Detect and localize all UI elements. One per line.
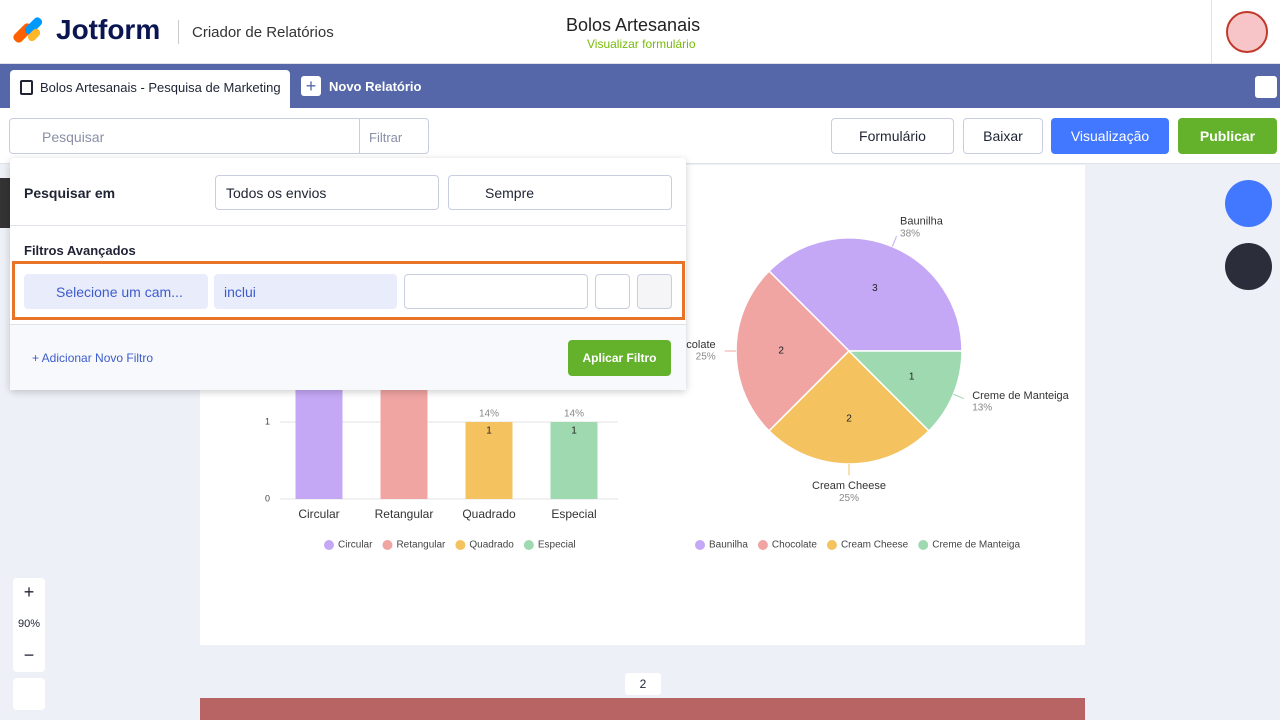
page-number: 2	[625, 673, 661, 695]
y-tick-label: 0	[265, 493, 270, 503]
advanced-filters-label: Filtros Avançados	[24, 243, 136, 258]
toolbar: Pesquisar Filtrar Formulário Baixar Visu…	[0, 108, 1280, 164]
bar-value-label: 1	[486, 426, 492, 437]
slice-value-label: 2	[778, 346, 784, 357]
form-button[interactable]: Formulário	[831, 118, 954, 154]
y-tick-label: 1	[265, 416, 270, 426]
slice-percent-label: 25%	[696, 352, 716, 363]
legend-swatch	[918, 540, 929, 550]
active-tab[interactable]: Bolos Artesanais - Pesquisa de Marketing	[10, 70, 290, 108]
design-button[interactable]	[1225, 180, 1272, 227]
slice-value-label: 1	[909, 372, 915, 383]
pie-slice	[847, 350, 963, 432]
value-input[interactable]	[404, 274, 588, 309]
avatar[interactable]	[1226, 11, 1268, 53]
legend-label: Chocolate	[772, 540, 817, 551]
filter-button[interactable]: Filtrar	[369, 130, 403, 145]
preview-button[interactable]: Visualização	[1051, 118, 1169, 154]
apply-filter[interactable]: Aplicar Filtro	[568, 340, 671, 376]
download-button[interactable]: Baixar	[963, 118, 1043, 154]
bar-percent-label: 14%	[479, 409, 499, 420]
slice-value-label: 2	[846, 413, 852, 424]
next-page	[200, 698, 1085, 720]
highlight-box	[12, 261, 685, 320]
legend-swatch	[382, 540, 393, 550]
x-tick-label: Quadrado	[462, 507, 516, 521]
slice-name-label: Creme de Manteiga	[972, 390, 1069, 402]
add-filter[interactable]: + Adicionar Novo Filtro	[32, 351, 154, 365]
search-box[interactable]: Pesquisar Filtrar	[9, 118, 429, 154]
x-tick-label: Circular	[298, 507, 339, 521]
slice-value-label: 3	[872, 283, 878, 294]
brand: Jotform	[56, 14, 161, 45]
new-report-tab[interactable]: Novo Relatório	[329, 79, 422, 94]
bar-percent-label: 14%	[564, 409, 584, 420]
submissions-select[interactable]: Todos os envios	[215, 175, 439, 210]
search-placeholder: Pesquisar	[42, 129, 105, 145]
legend-swatch	[695, 540, 705, 550]
legend-label: Baunilha	[709, 540, 748, 551]
operator-select[interactable]: inclui	[214, 274, 397, 309]
fullscreen-button[interactable]	[13, 678, 45, 710]
menu-button[interactable]	[1255, 76, 1277, 98]
legend-swatch	[757, 540, 768, 550]
legend-label: Creme de Manteiga	[932, 540, 1020, 551]
slice-percent-label: 13%	[972, 403, 992, 414]
field-select[interactable]: Selecione um cam...	[24, 274, 208, 309]
legend-swatch	[324, 540, 334, 550]
pie-slice	[768, 349, 930, 465]
zoom-out[interactable]: −	[23, 645, 35, 665]
search-in-label: Pesquisar em	[24, 185, 116, 201]
leader-line	[891, 235, 898, 247]
layers-button[interactable]	[1225, 243, 1272, 290]
period-select[interactable]: Sempre	[448, 175, 672, 210]
slice-name-label: Baunilha	[900, 216, 944, 228]
delete-button[interactable]	[595, 274, 630, 309]
legend-label: Retangular	[396, 540, 446, 551]
legend-label: Especial	[538, 540, 576, 551]
pie-slice	[768, 237, 963, 352]
legend-swatch	[455, 540, 466, 550]
legend-label: Quadrado	[469, 540, 514, 551]
leader-line	[953, 393, 965, 400]
pie-slice	[735, 270, 851, 432]
bar-value-label: 1	[571, 426, 577, 437]
zoom-in[interactable]: +	[23, 582, 35, 602]
header: Jotform Criador de Relatórios Bolos Arte…	[0, 0, 1280, 64]
legend-swatch	[523, 540, 534, 550]
slice-percent-label: 25%	[839, 493, 859, 504]
publish-button[interactable]: Publicar	[1178, 118, 1277, 154]
filter-panel: Pesquisar em Todos os envios Sempre Filt…	[10, 158, 686, 390]
bar	[465, 422, 513, 499]
legend-swatch	[826, 540, 837, 550]
lock-button[interactable]	[637, 274, 672, 309]
legend-label: Circular	[338, 540, 373, 551]
app-name[interactable]: Criador de Relatórios	[192, 24, 334, 41]
zoom-level: 90%	[17, 618, 41, 630]
form-title[interactable]: Bolos Artesanais	[566, 15, 701, 35]
slice-percent-label: 38%	[900, 228, 920, 239]
x-tick-label: Retangular	[375, 507, 434, 521]
zoom-control: + 90% −	[13, 578, 45, 672]
bar	[550, 422, 598, 499]
tab-bar: Bolos Artesanais - Pesquisa de Marketing…	[0, 64, 1280, 108]
slice-name-label: Cream Cheese	[812, 480, 886, 492]
form-link[interactable]: Visualizar formulário	[587, 37, 696, 51]
x-tick-label: Especial	[551, 507, 596, 521]
legend-label: Cream Cheese	[841, 540, 909, 551]
